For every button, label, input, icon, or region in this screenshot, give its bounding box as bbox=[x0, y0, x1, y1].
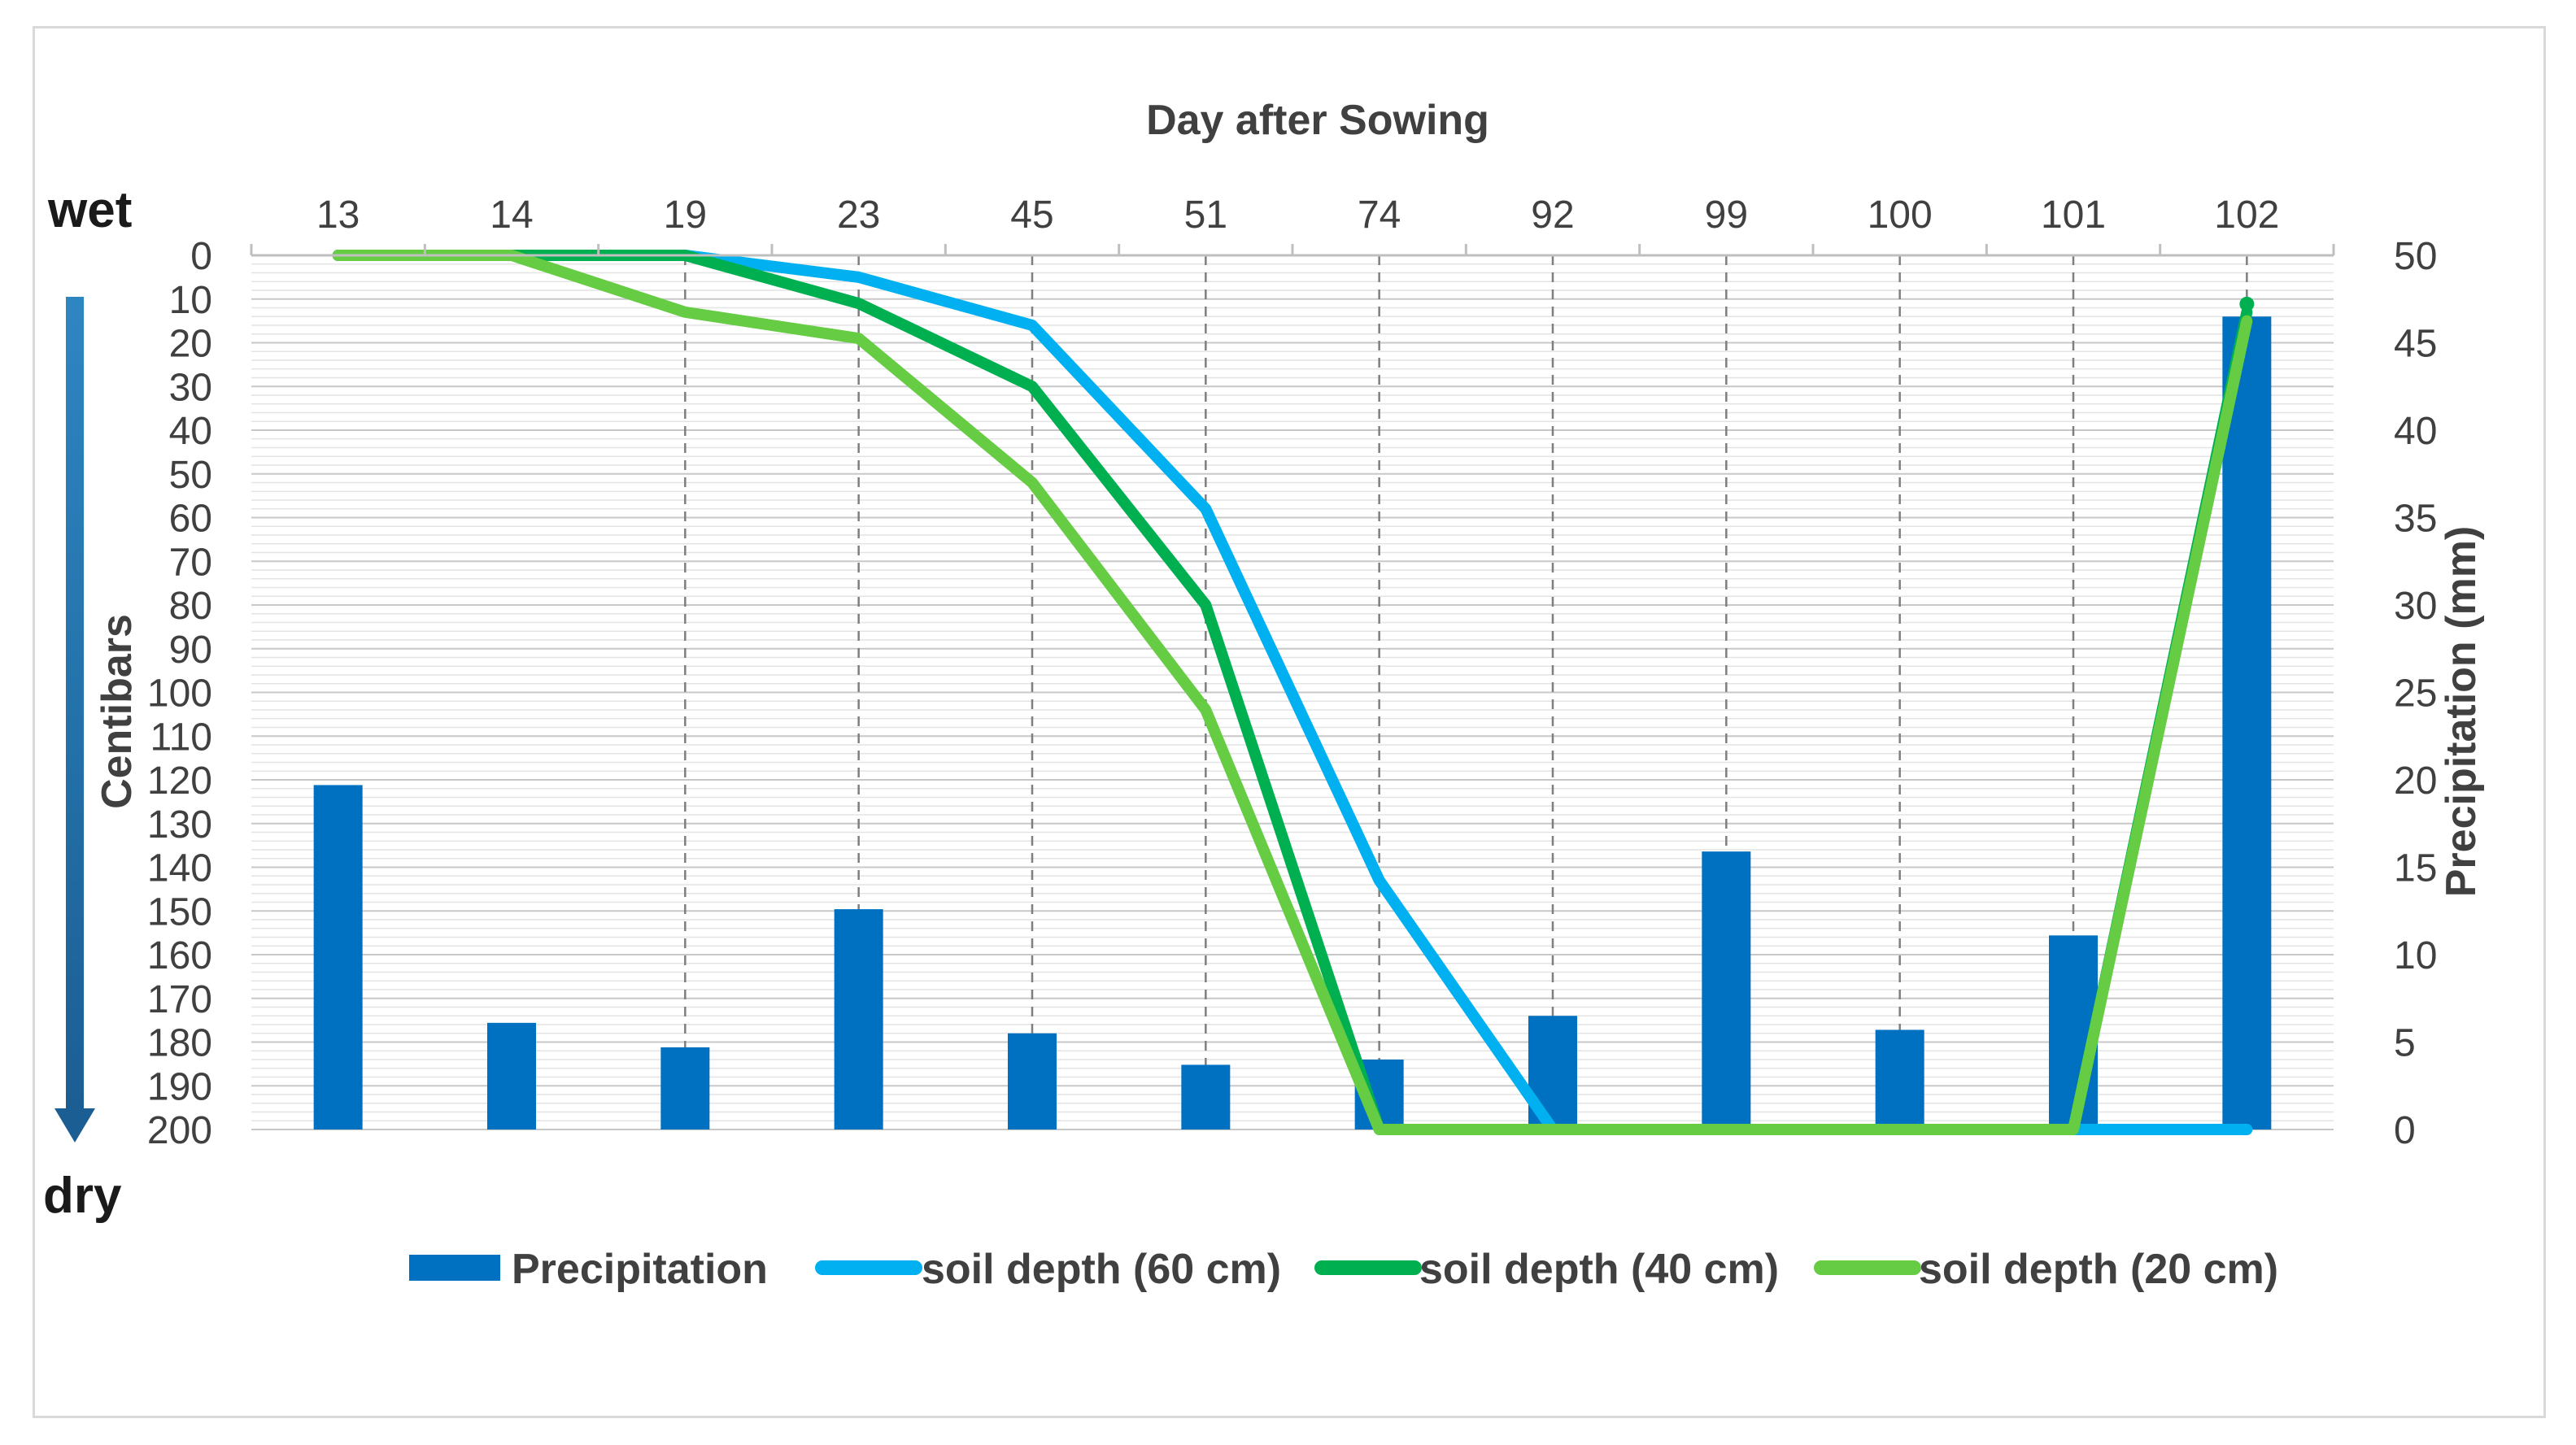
precipitation-bar-23 bbox=[834, 909, 883, 1129]
wet-label: wet bbox=[47, 182, 132, 238]
y-left-tick-label: 40 bbox=[169, 410, 212, 453]
y-left-tick-label: 170 bbox=[147, 978, 212, 1021]
x-tick-label-13: 13 bbox=[316, 194, 360, 237]
y-right-tick-label: 35 bbox=[2394, 498, 2437, 541]
y-right-tick-label: 0 bbox=[2394, 1109, 2416, 1152]
y-right-tick-label: 15 bbox=[2394, 847, 2437, 890]
y-left-tick-label: 150 bbox=[147, 890, 212, 934]
y-right-tick-label: 40 bbox=[2394, 410, 2437, 453]
y-left-tick-label: 120 bbox=[147, 759, 212, 803]
x-tick-label-92: 92 bbox=[1531, 194, 1574, 237]
y-axis-right-title: Precipitation (mm) bbox=[2438, 526, 2485, 898]
x-tick-label-23: 23 bbox=[837, 194, 880, 237]
legend-label-soil-60: soil depth (60 cm) bbox=[922, 1246, 1281, 1293]
precipitation-bar-45 bbox=[1008, 1033, 1057, 1129]
y-left-tick-label: 60 bbox=[169, 498, 212, 541]
legend-label-soil-20: soil depth (20 cm) bbox=[1919, 1246, 2278, 1293]
y-left-tick-label: 10 bbox=[169, 279, 212, 322]
y-right-tick-label: 45 bbox=[2394, 323, 2437, 366]
grid-layer bbox=[251, 255, 2334, 1130]
y-left-tick-label: 50 bbox=[169, 454, 212, 497]
y-left-tick-label: 190 bbox=[147, 1065, 212, 1108]
y-left-tick-label: 90 bbox=[169, 629, 212, 672]
y-left-tick-label: 180 bbox=[147, 1022, 212, 1065]
legend-item-soil-60: soil depth (60 cm) bbox=[815, 1246, 1281, 1293]
x-tick-label-101: 101 bbox=[2041, 194, 2106, 237]
precipitation-bar-51 bbox=[1181, 1064, 1231, 1129]
y-left-tick-label: 130 bbox=[147, 803, 212, 847]
line-soil-20 bbox=[332, 250, 2253, 1135]
marker-soil-40-end bbox=[2239, 296, 2255, 311]
legend-label-soil-40: soil depth (40 cm) bbox=[1419, 1246, 1779, 1293]
precipitation-bar-13 bbox=[313, 785, 363, 1129]
y-left-tick-label: 160 bbox=[147, 934, 212, 977]
x-tick-label-14: 14 bbox=[490, 194, 533, 237]
y-left-tick-label: 110 bbox=[150, 716, 212, 759]
precipitation-bar-19 bbox=[660, 1047, 710, 1129]
x-tick-label-74: 74 bbox=[1358, 194, 1401, 237]
y-left-tick-label: 200 bbox=[147, 1109, 212, 1152]
precipitation-bar-102 bbox=[2222, 316, 2272, 1129]
x-tick-label-102: 102 bbox=[2214, 194, 2279, 237]
legend-label-precipitation: Precipitation bbox=[512, 1246, 768, 1293]
legend-item-precipitation: Precipitation bbox=[409, 1246, 768, 1293]
legend-item-soil-40: soil depth (40 cm) bbox=[1314, 1246, 1779, 1293]
x-tick-label-51: 51 bbox=[1184, 194, 1227, 237]
x-tick-label-100: 100 bbox=[1868, 194, 1933, 237]
y-axis-left-title: Centibars bbox=[94, 614, 141, 809]
wet-to-dry-arrow bbox=[54, 297, 95, 1143]
y-left-tick-label: 140 bbox=[147, 847, 212, 890]
y-right-tick-label: 25 bbox=[2394, 672, 2437, 716]
y-left-tick-label: 80 bbox=[169, 585, 212, 628]
y-right-tick-label: 5 bbox=[2394, 1022, 2416, 1065]
y-right-tick-label: 20 bbox=[2394, 759, 2437, 803]
legend-item-soil-20: soil depth (20 cm) bbox=[1814, 1246, 2278, 1293]
y-left-tick-label: 30 bbox=[169, 366, 212, 409]
y-left-tick-label: 0 bbox=[190, 235, 212, 278]
y-left-tick-label: 100 bbox=[147, 672, 212, 716]
x-tick-label-19: 19 bbox=[664, 194, 707, 237]
legend: Precipitation soil depth (60 cm) soil de… bbox=[409, 1246, 2278, 1293]
bar-layer bbox=[313, 316, 2272, 1129]
y-left-tick-label: 20 bbox=[169, 323, 212, 366]
x-axis-title: Day after Sowing bbox=[1146, 97, 1489, 144]
y-left-tick-label: 70 bbox=[169, 541, 212, 584]
chart-svg: 13 14 19 23 45 51 74 92 99 100 101 1020102030405060… bbox=[43, 97, 2485, 1293]
precipitation-bar-14 bbox=[487, 1022, 536, 1129]
x-tick-label-99: 99 bbox=[1705, 194, 1748, 237]
y-right-tick-label: 10 bbox=[2394, 934, 2437, 977]
dry-label: dry bbox=[43, 1168, 122, 1224]
legend-swatch-precipitation bbox=[409, 1255, 500, 1281]
precipitation-bar-100 bbox=[1875, 1029, 1924, 1129]
precipitation-bar-99 bbox=[1702, 851, 1751, 1129]
x-tick-label-45: 45 bbox=[1010, 194, 1053, 237]
y-right-tick-label: 30 bbox=[2394, 585, 2437, 628]
y-right-tick-label: 50 bbox=[2394, 235, 2437, 278]
chart-frame: 13 14 19 23 45 51 74 92 99 100 101 102 0 10 20 30 40 50 60… bbox=[33, 26, 2546, 1418]
axis-layer: 13 14 19 23 45 51 74 92 99 100 101 1020102030405060… bbox=[147, 194, 2437, 1152]
